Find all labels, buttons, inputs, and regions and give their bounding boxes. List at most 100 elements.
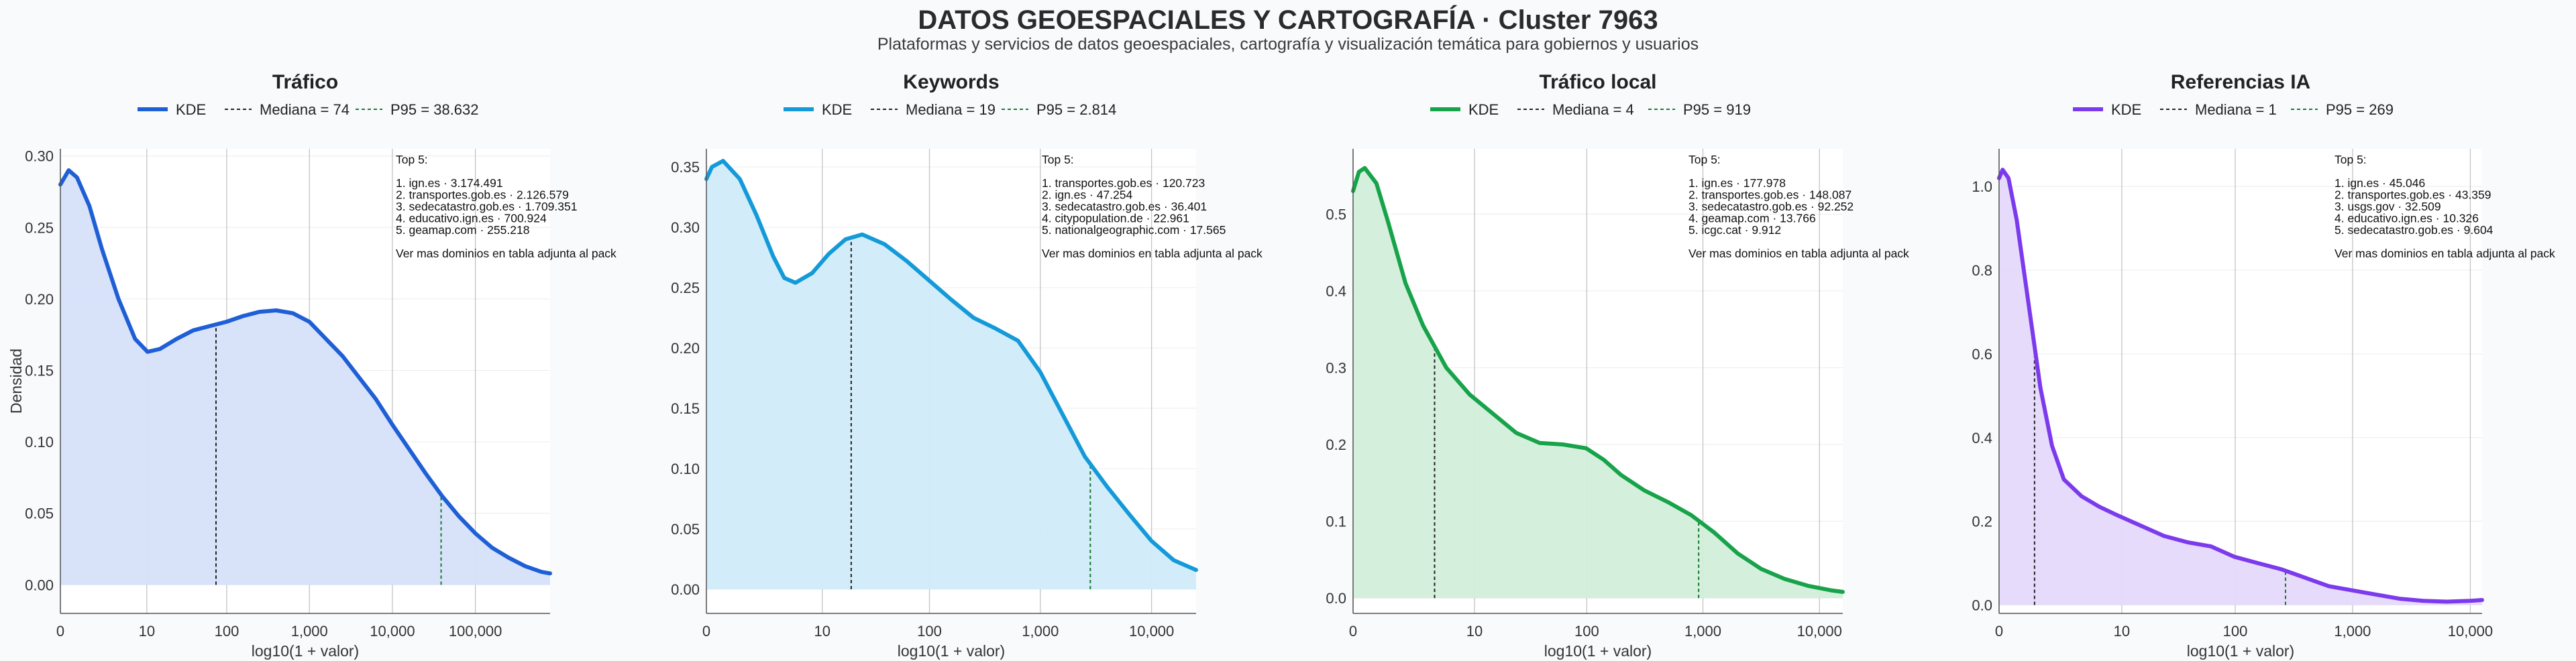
- top5-annotation-line: 2. transportes.gob.es · 148.087: [1688, 188, 1851, 202]
- top5-annotation-line: 5. nationalgeographic.com · 17.565: [1042, 223, 1226, 237]
- x-tick-label: 10,000: [2448, 623, 2493, 640]
- x-axis-label: log10(1 + valor): [1544, 642, 1652, 660]
- x-tick-label: 100: [1574, 623, 1599, 640]
- y-tick-label: 0.4: [1326, 283, 1346, 300]
- top5-annotation-line: Top 5:: [1688, 153, 1721, 166]
- x-tick-label: 10,000: [1129, 623, 1174, 640]
- top5-annotation-line: 5. sedecatastro.gob.es · 9.604: [2334, 223, 2493, 237]
- y-tick-label: 0.05: [671, 521, 700, 538]
- y-tick-label: 1.0: [1972, 178, 1992, 195]
- x-tick-label: 1,000: [2334, 623, 2371, 640]
- x-axis-label: log10(1 + valor): [898, 642, 1005, 660]
- kde-line: [1997, 168, 2484, 604]
- top5-annotation-line: 3. usgs.gov · 32.509: [2334, 200, 2441, 213]
- panel-title: Referencias IA: [2171, 71, 2310, 93]
- x-tick-label: 100,000: [449, 623, 502, 640]
- y-tick-label: 0.05: [25, 505, 54, 522]
- y-tick-label: 0.00: [671, 581, 700, 598]
- top5-annotation-line: Ver mas dominios en tabla adjunta al pac…: [1688, 247, 1909, 260]
- chart-panel: 0.00 0.05 0.10 0.15 0.20 0.25 0.30 0.35 0 10 100 1,…: [671, 71, 1263, 660]
- top5-annotation-line: Top 5:: [1042, 153, 1074, 166]
- y-tick-label: 0.8: [1972, 262, 1992, 279]
- y-tick-label: 0.0: [1972, 597, 1992, 614]
- x-tick-label: 1,000: [291, 623, 328, 640]
- y-tick-label: 0.35: [671, 159, 700, 176]
- y-tick-label: 0.20: [671, 340, 700, 357]
- main-title: DATOS GEOESPACIALES Y CARTOGRAFÍA · Clus…: [918, 5, 1658, 35]
- top5-annotation-line: Top 5:: [396, 153, 428, 166]
- x-axis-label: log10(1 + valor): [2187, 642, 2294, 660]
- y-tick-label: 0.6: [1972, 346, 1992, 363]
- top5-annotation-line: Top 5:: [2334, 153, 2367, 166]
- y-tick-label: 0.30: [671, 219, 700, 236]
- kde-line: [704, 159, 1198, 573]
- top5-annotation-line: 3. sedecatastro.gob.es · 92.252: [1688, 200, 1854, 213]
- top5-annotation-line: 1. transportes.gob.es · 120.723: [1042, 176, 1205, 190]
- y-tick-label: 0.0: [1326, 590, 1346, 607]
- chart-panel: 0.0 0.1 0.2 0.3 0.4 0.5 0 10 100 1,000 10,000 log10…: [1326, 71, 1909, 660]
- top5-annotation-line: 4. educativo.ign.es · 700.924: [396, 212, 547, 225]
- y-tick-label: 0.20: [25, 291, 54, 308]
- y-tick-label: 0.25: [25, 219, 54, 236]
- legend-kde-label: KDE: [1468, 101, 1499, 118]
- x-tick-label: 1,000: [1022, 623, 1059, 640]
- legend-median-label: Mediana = 1: [2195, 101, 2277, 118]
- legend-p95-label: P95 = 38.632: [390, 101, 479, 118]
- x-tick-label: 10,000: [1797, 623, 1842, 640]
- legend-median-label: Mediana = 19: [906, 101, 996, 118]
- legend-median-label: Mediana = 4: [1552, 101, 1634, 118]
- x-tick-label: 10: [1466, 623, 1483, 640]
- y-tick-label: 0.10: [25, 434, 54, 450]
- legend-median-label: Mediana = 74: [260, 101, 350, 118]
- kde-area: [1999, 170, 2482, 605]
- main-subtitle: Plataformas y servicios de datos geoespa…: [877, 35, 1699, 54]
- chart-panel: 0.0 0.2 0.4 0.6 0.8 1.0 0 10 100 1,000 10,000 log10…: [1972, 71, 2555, 660]
- kde-area: [60, 170, 550, 585]
- y-tick-label: 0.00: [25, 577, 54, 593]
- top5-annotation-line: 2. transportes.gob.es · 2.126.579: [396, 188, 569, 202]
- kde-area: [706, 161, 1196, 589]
- chart-panel: 0.00 0.05 0.10 0.15 0.20 0.25 0.30 0 10 100 1,000 1…: [7, 71, 616, 660]
- top5-annotation-line: 1. ign.es · 3.174.491: [396, 176, 503, 190]
- x-tick-label: 10: [814, 623, 830, 640]
- y-tick-label: 0.30: [25, 148, 54, 165]
- x-tick-label: 1,000: [1684, 623, 1721, 640]
- top5-annotation-line: Ver mas dominios en tabla adjunta al pac…: [2334, 247, 2555, 260]
- legend-p95-label: P95 = 269: [2326, 101, 2394, 118]
- x-tick-label: 0: [1349, 623, 1357, 640]
- y-tick-label: 0.3: [1326, 359, 1346, 376]
- x-tick-label: 100: [215, 623, 239, 640]
- y-tick-label: 0.1: [1326, 514, 1346, 530]
- panel-title: Tráfico: [272, 71, 338, 93]
- legend-kde-label: KDE: [176, 101, 206, 118]
- top5-annotation-line: 4. citypopulation.de · 22.961: [1042, 212, 1189, 225]
- x-tick-label: 10: [2114, 623, 2130, 640]
- top5-annotation-line: Ver mas dominios en tabla adjunta al pac…: [396, 247, 616, 260]
- y-tick-label: 0.10: [671, 461, 700, 477]
- x-tick-label: 0: [56, 623, 64, 640]
- top5-annotation-line: 1. ign.es · 177.978: [1688, 176, 1786, 190]
- top5-annotation-line: 4. educativo.ign.es · 10.326: [2334, 212, 2479, 225]
- panel-title: Keywords: [903, 71, 999, 93]
- y-axis-label: Densidad: [7, 349, 25, 414]
- x-tick-label: 100: [2223, 623, 2248, 640]
- x-tick-label: 0: [1995, 623, 2003, 640]
- x-tick-label: 0: [702, 623, 710, 640]
- x-axis-label: log10(1 + valor): [252, 642, 359, 660]
- y-tick-label: 0.2: [1972, 514, 1992, 530]
- x-tick-label: 10,000: [370, 623, 415, 640]
- kde-area: [1353, 168, 1843, 599]
- y-tick-label: 0.15: [25, 363, 54, 379]
- legend-p95-label: P95 = 2.814: [1036, 101, 1116, 118]
- top5-annotation-line: 3. sedecatastro.gob.es · 36.401: [1042, 200, 1207, 213]
- kde-line: [58, 168, 552, 576]
- y-tick-label: 0.25: [671, 280, 700, 296]
- top5-annotation-line: Ver mas dominios en tabla adjunta al pac…: [1042, 247, 1263, 260]
- top5-annotation-line: 3. sedecatastro.gob.es · 1.709.351: [396, 200, 577, 213]
- y-tick-label: 0.15: [671, 400, 700, 417]
- top5-annotation-line: 2. transportes.gob.es · 43.359: [2334, 188, 2491, 202]
- x-tick-label: 10: [139, 623, 155, 640]
- kde-line: [1351, 166, 1845, 594]
